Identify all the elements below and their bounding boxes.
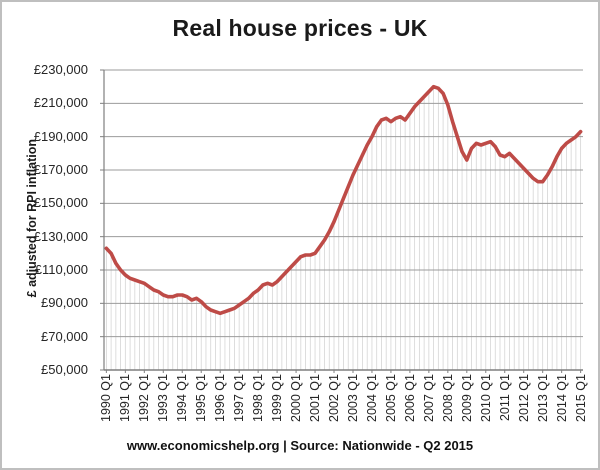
- y-axis-tick-label: £190,000: [33, 128, 88, 144]
- chart-title: Real house prices - UK: [172, 15, 428, 41]
- x-axis-tick-label: 1992 Q1: [137, 374, 152, 422]
- x-axis-tick-label: 1990 Q1: [99, 374, 114, 422]
- x-axis-tick-label: 2015 Q1: [573, 374, 588, 422]
- x-axis-tick-label: 1995 Q1: [194, 374, 209, 422]
- x-axis-tick-label: 2008 Q1: [440, 374, 455, 422]
- x-axis-tick-label: 2007 Q1: [421, 374, 436, 422]
- x-axis-tick-label: 1993 Q1: [156, 374, 171, 422]
- y-axis-tick-label: £50,000: [41, 362, 88, 377]
- x-axis-tick-label: 2001 Q1: [308, 374, 323, 422]
- x-axis-tick-label: 2000 Q1: [289, 374, 304, 422]
- y-axis-tick-label: £170,000: [33, 162, 88, 177]
- y-axis-tick-label: £230,000: [33, 62, 88, 77]
- x-axis-tick-label: 2004 Q1: [364, 374, 379, 422]
- y-axis-tick-label: £210,000: [33, 95, 88, 111]
- y-axis-tick-label: £150,000: [33, 195, 88, 211]
- x-axis-tick-label: 2009 Q1: [459, 374, 474, 422]
- x-axis-tick-label: 2013 Q1: [535, 374, 550, 422]
- y-axis-tick-label: £90,000: [41, 295, 88, 311]
- footer-caption: www.economicshelp.org | Source: Nationwi…: [126, 438, 474, 453]
- x-axis-tick-label: 2003 Q1: [345, 374, 360, 422]
- y-axis-tick-label: £70,000: [41, 328, 88, 344]
- y-axis-tick-label: £130,000: [33, 228, 88, 244]
- price-series-line: [104, 84, 583, 316]
- x-axis-tick-label: 1998 Q1: [251, 374, 266, 422]
- x-axis-tick-label: 1997 Q1: [232, 374, 247, 422]
- line-chart-canvas: [100, 69, 583, 373]
- x-axis-tick-label: 2010 Q1: [478, 374, 493, 422]
- y-axis-title-box: £ adjusted for RPI inflation: [20, 68, 44, 368]
- x-axis-tick-label: 2002 Q1: [327, 374, 341, 422]
- x-axis-tick-label: 1996 Q1: [213, 374, 228, 422]
- x-axis-tick-label: 2012 Q1: [516, 374, 531, 422]
- x-axis-tick-label: 2014 Q1: [554, 374, 569, 422]
- x-axis-tick-label: 2006 Q1: [402, 374, 417, 422]
- x-axis-tick-label: 2005 Q1: [383, 374, 398, 422]
- x-axis-tick-label: 1994 Q1: [175, 374, 190, 422]
- y-axis-tick-label: £110,000: [34, 262, 88, 277]
- x-axis-tick-label: 2011 Q1: [497, 374, 512, 422]
- x-axis-tick-label: 1999 Q1: [270, 374, 285, 422]
- x-axis-tick-label: 1991 Q1: [118, 374, 133, 422]
